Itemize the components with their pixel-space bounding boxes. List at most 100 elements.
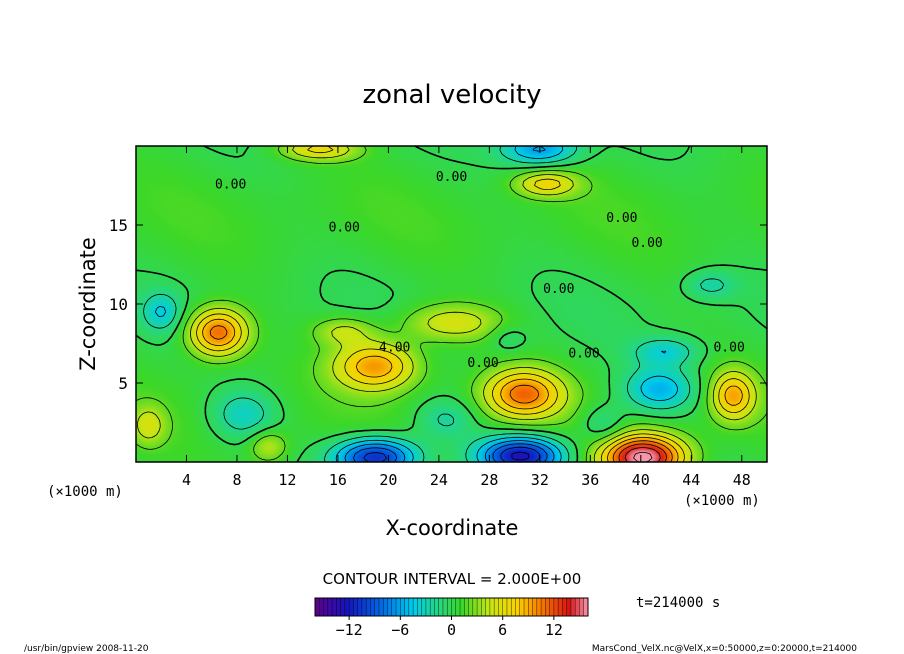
colorbar-cell bbox=[430, 598, 435, 616]
colorbar: −12 −6 0 6 12 bbox=[314, 597, 589, 639]
colorbar-cell bbox=[451, 598, 457, 616]
colorbar-cells bbox=[314, 598, 589, 616]
colorbar-cell bbox=[442, 598, 448, 616]
contour-label: 0.00 bbox=[215, 178, 246, 193]
colorbar-cell bbox=[408, 598, 414, 616]
colorbar-cell bbox=[361, 598, 367, 616]
colorbar-tick-label: −12 bbox=[336, 621, 363, 639]
contour-line bbox=[202, 318, 743, 463]
time-label: t=214000 s bbox=[636, 595, 720, 611]
contour-line bbox=[618, 443, 667, 463]
y-tick-label: 15 bbox=[109, 216, 128, 235]
x-tick-label: 40 bbox=[632, 471, 650, 489]
colorbar-cell bbox=[396, 598, 401, 616]
colorbar-cell bbox=[323, 598, 329, 616]
colorbar-cell bbox=[583, 598, 589, 616]
colorbar-cell bbox=[404, 598, 410, 616]
contour-line bbox=[137, 145, 757, 463]
colorbar-cell bbox=[472, 598, 478, 616]
colorbar-cell bbox=[460, 598, 465, 616]
plot-area: 0.00 0.00 0.00 0.00 0.00 0.00 0.00 0.00 0.00 4.00 bbox=[135, 145, 768, 463]
x-tick-label: 48 bbox=[733, 471, 751, 489]
colorbar-cell bbox=[391, 598, 397, 616]
colorbar-cell bbox=[506, 598, 512, 616]
contour-interval-text: CONTOUR INTERVAL = 2.000E+00 bbox=[323, 570, 582, 588]
colorbar-cell bbox=[575, 598, 580, 616]
contour-label: 0.00 bbox=[543, 282, 574, 297]
contour-line bbox=[344, 146, 555, 463]
colorbar-cell bbox=[438, 598, 444, 616]
colorbar-cell bbox=[524, 598, 529, 616]
colorbar-cell bbox=[477, 598, 482, 616]
contour-label: 0.00 bbox=[713, 340, 744, 355]
colorbar-cell bbox=[481, 598, 487, 616]
colorbar-cell bbox=[315, 598, 320, 616]
colorbar-cell bbox=[566, 598, 572, 616]
colorbar-cell bbox=[553, 598, 559, 616]
colorbar-cell bbox=[570, 598, 576, 616]
contour-label: 0.00 bbox=[606, 211, 637, 226]
y-axis-label: Z-coordinate bbox=[76, 237, 100, 371]
contour-label: 0.00 bbox=[329, 220, 360, 235]
x-tick-label: 16 bbox=[329, 471, 347, 489]
colorbar-cell bbox=[464, 598, 469, 616]
colorbar-cell bbox=[494, 598, 499, 616]
x-tick-label: 28 bbox=[480, 471, 498, 489]
contour-label: 0.00 bbox=[467, 356, 498, 371]
colorbar-cell bbox=[370, 598, 376, 616]
colorbar-cell bbox=[383, 598, 388, 616]
colorbar-tick-label: 0 bbox=[447, 621, 456, 639]
colorbar-cell bbox=[425, 598, 431, 616]
y-tick-label: 5 bbox=[118, 374, 128, 393]
colorbar-cell bbox=[468, 598, 474, 616]
colorbar-cell bbox=[489, 598, 495, 616]
colorbar-cell bbox=[579, 598, 585, 616]
contour-line bbox=[353, 443, 548, 463]
colorbar-cell bbox=[532, 598, 538, 616]
y-tick-label: 10 bbox=[109, 295, 128, 314]
colorbar-cell bbox=[536, 598, 542, 616]
x-unit-label-right: (×1000 m) bbox=[684, 493, 760, 509]
contour-label: 0.00 bbox=[568, 347, 599, 362]
colorbar-cell bbox=[519, 598, 525, 616]
colorbar-cell bbox=[485, 598, 491, 616]
contour-line bbox=[143, 145, 724, 463]
colorbar-ticks: −12 −6 0 6 12 bbox=[336, 616, 563, 639]
contour-labels: 0.00 0.00 0.00 0.00 0.00 0.00 0.00 0.00 0.00 4.00 bbox=[215, 170, 745, 371]
colorbar-cell bbox=[528, 598, 533, 616]
colorbar-cell bbox=[349, 598, 354, 616]
contour-line bbox=[135, 145, 768, 463]
colorbar-cell bbox=[378, 598, 384, 616]
colorbar-cell bbox=[387, 598, 393, 616]
contour-line bbox=[209, 325, 673, 463]
x-axis-label: X-coordinate bbox=[386, 516, 519, 540]
colorbar-tick-label: 12 bbox=[545, 621, 563, 639]
colorbar-cell bbox=[455, 598, 461, 616]
colorbar-tick-label: −6 bbox=[391, 621, 409, 639]
colorbar-cell bbox=[400, 598, 405, 616]
colorbar-cell bbox=[541, 598, 546, 616]
colorbar-cell bbox=[498, 598, 504, 616]
contour-lines bbox=[135, 145, 768, 463]
contour-line bbox=[363, 446, 540, 463]
colorbar-cell bbox=[502, 598, 508, 616]
x-unit-label-left: (×1000 m) bbox=[47, 484, 123, 500]
contour-line bbox=[511, 451, 529, 461]
x-tick-label: 32 bbox=[531, 471, 549, 489]
colorbar-cell bbox=[327, 598, 333, 616]
colorbar-tick-label: 6 bbox=[498, 621, 507, 639]
x-tick-label: 44 bbox=[682, 471, 700, 489]
footer-right: MarsCond_VelX.nc@VelX,x=0:50000,z=0:2000… bbox=[592, 644, 857, 654]
x-tick-label: 12 bbox=[278, 471, 296, 489]
y-axis-ticks: 5 10 15 bbox=[109, 216, 767, 393]
colorbar-cell bbox=[562, 598, 568, 616]
colorbar-cell bbox=[353, 598, 359, 616]
chart-title: zonal velocity bbox=[362, 80, 541, 110]
colorbar-cell bbox=[434, 598, 440, 616]
contour-line bbox=[624, 447, 661, 463]
footer-left: /usr/bin/gpview 2008-11-20 bbox=[24, 644, 149, 654]
x-tick-label: 20 bbox=[379, 471, 397, 489]
colorbar-cell bbox=[357, 598, 363, 616]
contour-label: 0.00 bbox=[631, 236, 662, 251]
